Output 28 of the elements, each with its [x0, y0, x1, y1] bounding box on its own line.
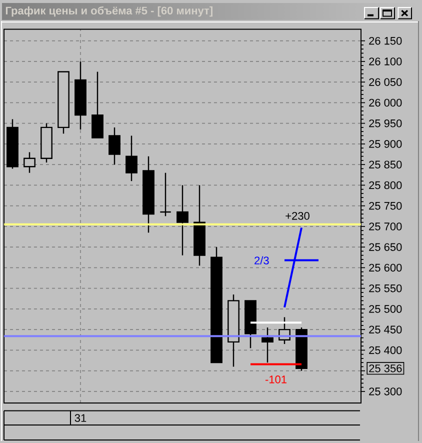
y-tick-label: 25 900: [369, 140, 402, 148]
y-tick-label: 26 000: [369, 98, 402, 107]
y-tick-label: 25 550: [369, 284, 402, 292]
candlestick: [262, 326, 274, 364]
chart-title: График цены и объёма #5 - [60 минут]: [6, 6, 212, 17]
text: 25 356: [369, 364, 402, 372]
x-tick-label: 31: [74, 414, 86, 422]
y-tick-label: 25 800: [369, 181, 402, 190]
y-tick-label: 25 950: [369, 119, 402, 128]
y-tick-label: 26 150: [369, 36, 402, 45]
annotation: +230: [286, 212, 310, 220]
y-tick-label: 26 050: [369, 78, 402, 86]
candlestick: [74, 60, 86, 130]
y-tick-label: 25 600: [369, 264, 402, 272]
y-tick-label: 25 400: [369, 346, 402, 354]
y-tick-label: 25 750: [369, 202, 402, 210]
y-tick-label: 25 850: [369, 160, 402, 168]
annotation: 2/3: [254, 256, 269, 264]
y-tick-label: 25 300: [369, 388, 402, 396]
candlestick: [142, 156, 154, 234]
annotation: -101: [265, 376, 286, 384]
candlestick: [194, 184, 206, 266]
y-tick-label: 25 700: [369, 222, 402, 230]
y-tick-label: 25 450: [369, 326, 402, 334]
candlestick: [176, 184, 188, 256]
y-tick-label: 25 500: [369, 305, 402, 313]
y-tick-label: 26 100: [369, 58, 402, 66]
y-tick-label: 25 650: [369, 243, 402, 251]
